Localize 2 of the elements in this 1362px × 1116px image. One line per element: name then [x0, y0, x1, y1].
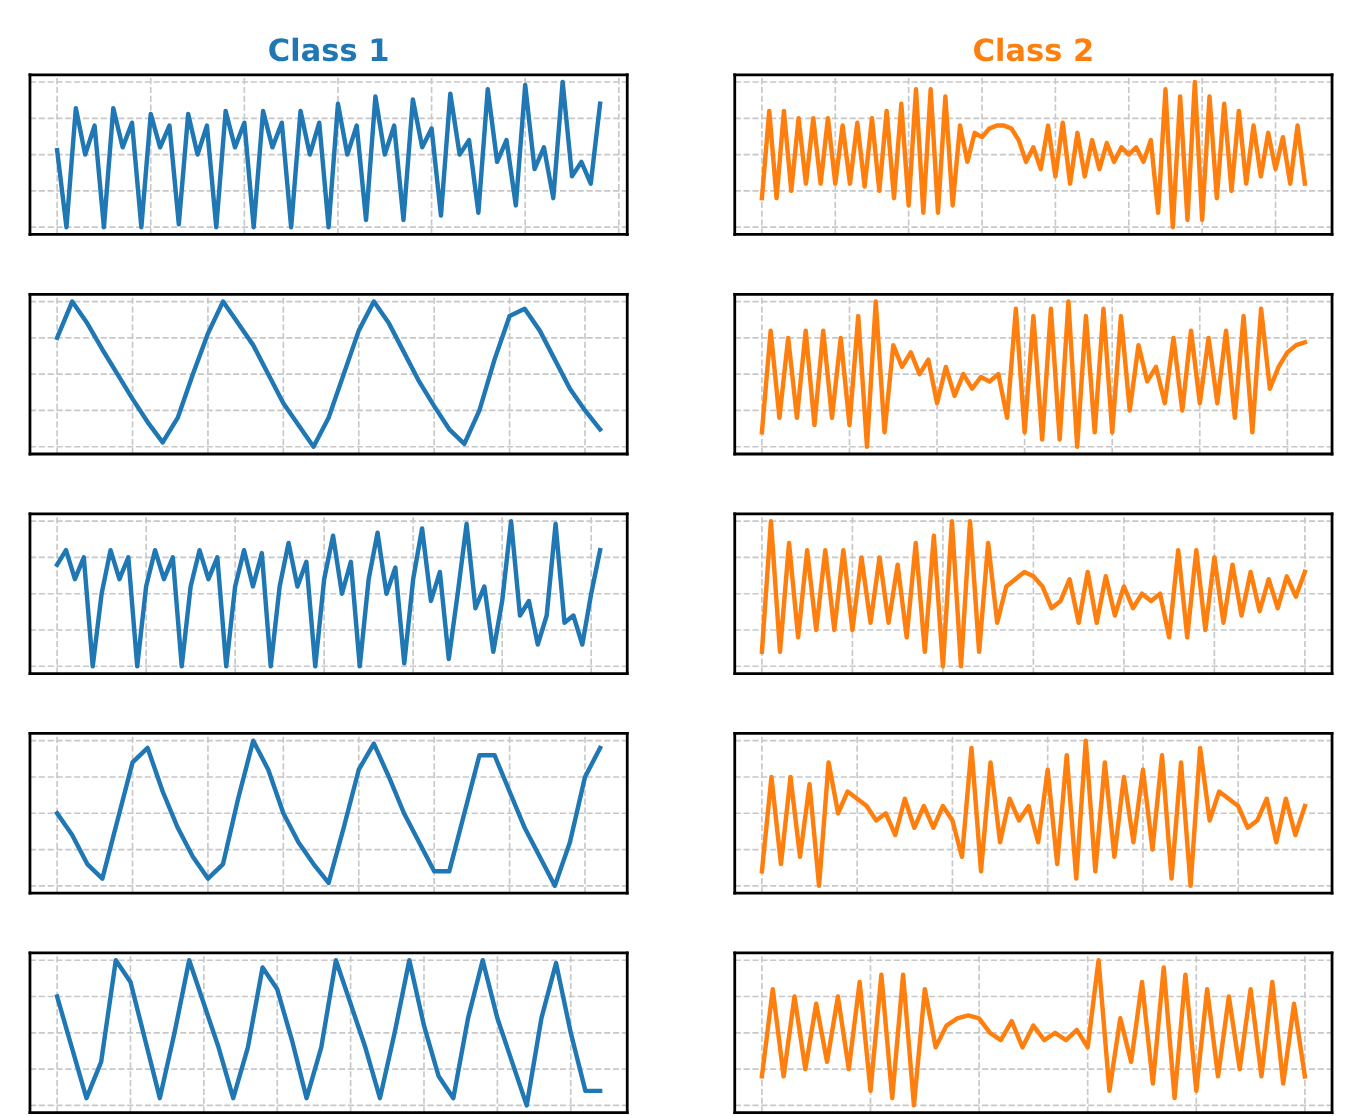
chart-title: Class 2 [974, 37, 1092, 62]
chart-title: Class 1 [269, 37, 388, 62]
